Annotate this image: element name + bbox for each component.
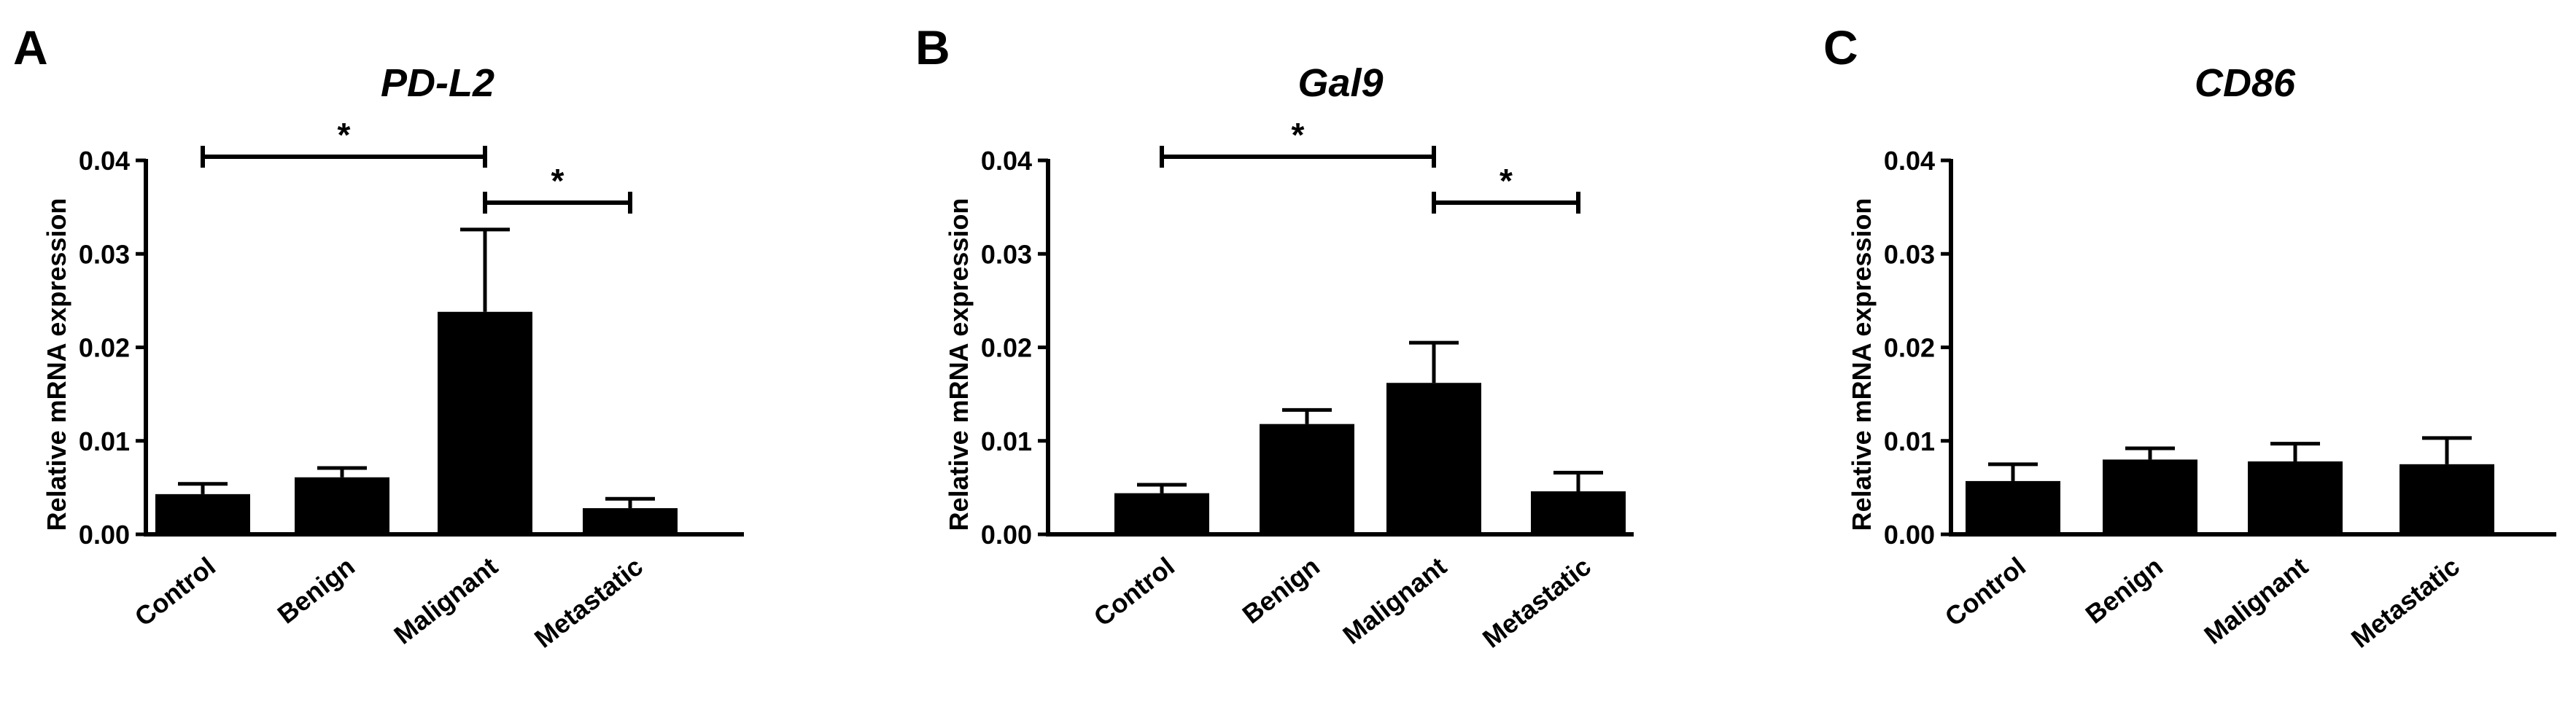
category-label-c: Benign <box>2080 551 2168 629</box>
category-label-c: Control <box>1939 551 2031 632</box>
y-tick-label-c: 0.02 <box>1884 333 1935 363</box>
bar-a-metastatic <box>583 508 678 534</box>
category-label-b: Control <box>1088 551 1180 632</box>
chart-title-b: Gal9 <box>1297 61 1383 105</box>
significance-star-a: * <box>338 116 351 154</box>
y-tick-label-a: 0.03 <box>79 239 130 269</box>
category-label-b: Benign <box>1237 551 1325 629</box>
bar-c-control <box>1966 480 2060 534</box>
bar-b-benign <box>1260 424 1354 534</box>
bar-c-benign <box>2103 459 2197 534</box>
panel-label-a: A <box>13 20 48 74</box>
panel-a: A PD-L2 Relative mRNA expression 0.00 0.0… <box>13 20 744 654</box>
y-tick-label-c: 0.00 <box>1884 520 1935 550</box>
bar-c-malignant <box>2248 461 2343 534</box>
bar-b-control <box>1114 493 1209 534</box>
panel-c: C CD86 Relative mRNA expression 0.00 0.01… <box>1823 20 2556 654</box>
significance-star-b: * <box>1292 116 1305 154</box>
chart-title-c: CD86 <box>2195 61 2296 105</box>
panel-label-b: B <box>915 20 950 74</box>
y-tick-label-a: 0.02 <box>79 333 130 363</box>
category-label-a: Metastatic <box>529 551 648 654</box>
category-label-a: Malignant <box>388 551 503 650</box>
category-label-c: Metastatic <box>2346 551 2465 654</box>
category-label-c: Malignant <box>2198 551 2313 650</box>
category-label-a: Control <box>129 551 221 632</box>
y-tick-label-c: 0.01 <box>1884 426 1935 456</box>
significance-star-b: * <box>1500 162 1513 200</box>
category-label-a: Benign <box>272 551 360 629</box>
chart-title-a: PD-L2 <box>381 61 494 105</box>
y-tick-label-b: 0.03 <box>981 239 1032 269</box>
category-label-b: Malignant <box>1337 551 1452 650</box>
y-tick-label-b: 0.04 <box>981 146 1032 176</box>
panel-label-c: C <box>1823 20 1858 74</box>
bar-c-metastatic <box>2400 464 2494 534</box>
y-axis-label-a: Relative mRNA expression <box>42 198 71 531</box>
y-tick-label-a: 0.00 <box>79 520 130 550</box>
bar-b-metastatic <box>1531 491 1626 534</box>
y-tick-label-c: 0.04 <box>1884 146 1935 176</box>
bar-b-malignant <box>1386 383 1481 534</box>
y-tick-label-a: 0.04 <box>79 146 130 176</box>
bar-a-control <box>155 494 250 534</box>
y-tick-label-b: 0.01 <box>981 426 1032 456</box>
category-label-b: Metastatic <box>1477 551 1597 654</box>
bar-a-benign <box>295 477 389 534</box>
y-tick-label-b: 0.02 <box>981 333 1032 363</box>
y-tick-label-b: 0.00 <box>981 520 1032 550</box>
y-tick-label-a: 0.01 <box>79 426 130 456</box>
bar-a-malignant <box>438 311 532 534</box>
significance-star-a: * <box>551 162 565 200</box>
panel-b: B Gal9 Relative mRNA expression 0.00 0.01… <box>915 20 1634 654</box>
y-tick-label-c: 0.03 <box>1884 239 1935 269</box>
y-axis-label-b: Relative mRNA expression <box>944 198 974 531</box>
y-axis-label-c: Relative mRNA expression <box>1847 198 1877 531</box>
